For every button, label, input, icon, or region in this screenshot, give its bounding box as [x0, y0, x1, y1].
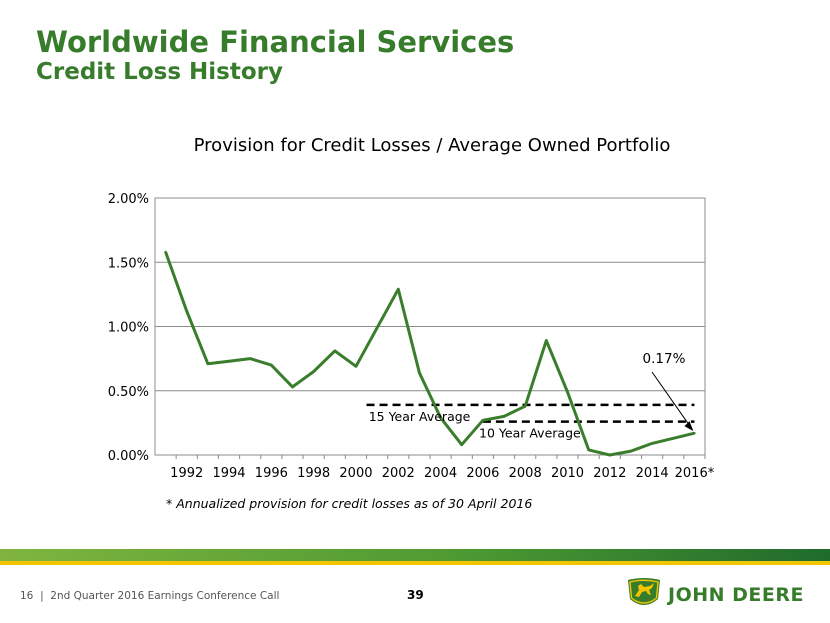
- x-tick-label: 2008: [509, 466, 542, 481]
- data-point: [333, 349, 337, 353]
- x-tick-label: 1996: [255, 466, 288, 481]
- y-tick-label: 2.00%: [108, 192, 149, 207]
- data-point: [672, 437, 675, 440]
- footer-yellow-band: [0, 561, 830, 565]
- y-tick-label: 1.00%: [108, 321, 149, 336]
- x-tick-label: 2016*: [675, 466, 715, 481]
- data-point: [291, 385, 294, 389]
- slide-number: 39: [407, 588, 424, 602]
- brand-name: JOHN DEERE: [668, 584, 804, 606]
- data-point: [397, 288, 400, 291]
- x-tick-label: 2002: [382, 466, 415, 481]
- x-tick-label: 2010: [551, 466, 584, 481]
- data-point: [248, 357, 252, 360]
- footer-separator: |: [40, 590, 44, 602]
- y-tick-label: 0.00%: [108, 449, 149, 464]
- footer-page-label: 16: [20, 590, 34, 602]
- y-tick-label: 1.50%: [108, 256, 149, 271]
- footer-event-text: 2nd Quarter 2016 Earnings Conference Cal…: [50, 590, 280, 602]
- average-line-label: 10 Year Average: [479, 426, 581, 441]
- x-tick-label: 2006: [466, 466, 499, 481]
- data-point: [375, 326, 379, 329]
- data-point: [270, 363, 273, 367]
- page-title: Worldwide Financial Services: [36, 25, 515, 59]
- data-point: [650, 442, 654, 445]
- x-tick-label: 1992: [170, 466, 203, 481]
- x-tick-label: 2004: [424, 466, 457, 481]
- data-point: [460, 443, 463, 446]
- data-point: [185, 309, 188, 313]
- footer-green-band: [0, 549, 830, 561]
- data-point: [693, 431, 696, 435]
- x-tick-label: 1998: [297, 466, 330, 481]
- x-tick-label: 1994: [212, 466, 245, 481]
- data-point: [439, 416, 442, 419]
- footnote: * Annualized provision for credit losses…: [166, 496, 533, 511]
- x-tick-label: 2014: [636, 466, 669, 481]
- data-point: [566, 390, 569, 394]
- annotation-label: 0.17%: [643, 351, 686, 367]
- credit-loss-chart: Provision for Credit Losses / Average Ow…: [108, 135, 715, 481]
- y-tick-label: 0.50%: [108, 385, 149, 400]
- annotation-arrow: [651, 371, 692, 429]
- chart-title: Provision for Credit Losses / Average Ow…: [194, 135, 671, 156]
- data-point: [227, 359, 231, 363]
- x-tick-label: 2012: [593, 466, 626, 481]
- x-tick-label: 2000: [339, 466, 372, 481]
- data-point: [481, 419, 485, 422]
- data-point: [587, 448, 590, 452]
- data-point: [354, 365, 358, 368]
- data-point: [206, 362, 210, 365]
- series-line: [164, 251, 695, 457]
- data-point: [418, 371, 421, 374]
- footer-event: 16 | 2nd Quarter 2016 Earnings Conferenc…: [20, 590, 279, 602]
- data-point: [608, 453, 612, 457]
- data-point: [629, 449, 633, 453]
- annotation-arrowhead: [684, 421, 694, 432]
- data-point: [502, 415, 506, 418]
- average-line-label: 15 Year Average: [369, 409, 471, 424]
- data-point: [545, 339, 548, 342]
- page-subtitle: Credit Loss History: [36, 59, 283, 85]
- data-point: [523, 404, 527, 408]
- john-deere-logo-icon: [628, 578, 660, 605]
- data-point: [164, 250, 167, 254]
- data-point: [312, 370, 315, 373]
